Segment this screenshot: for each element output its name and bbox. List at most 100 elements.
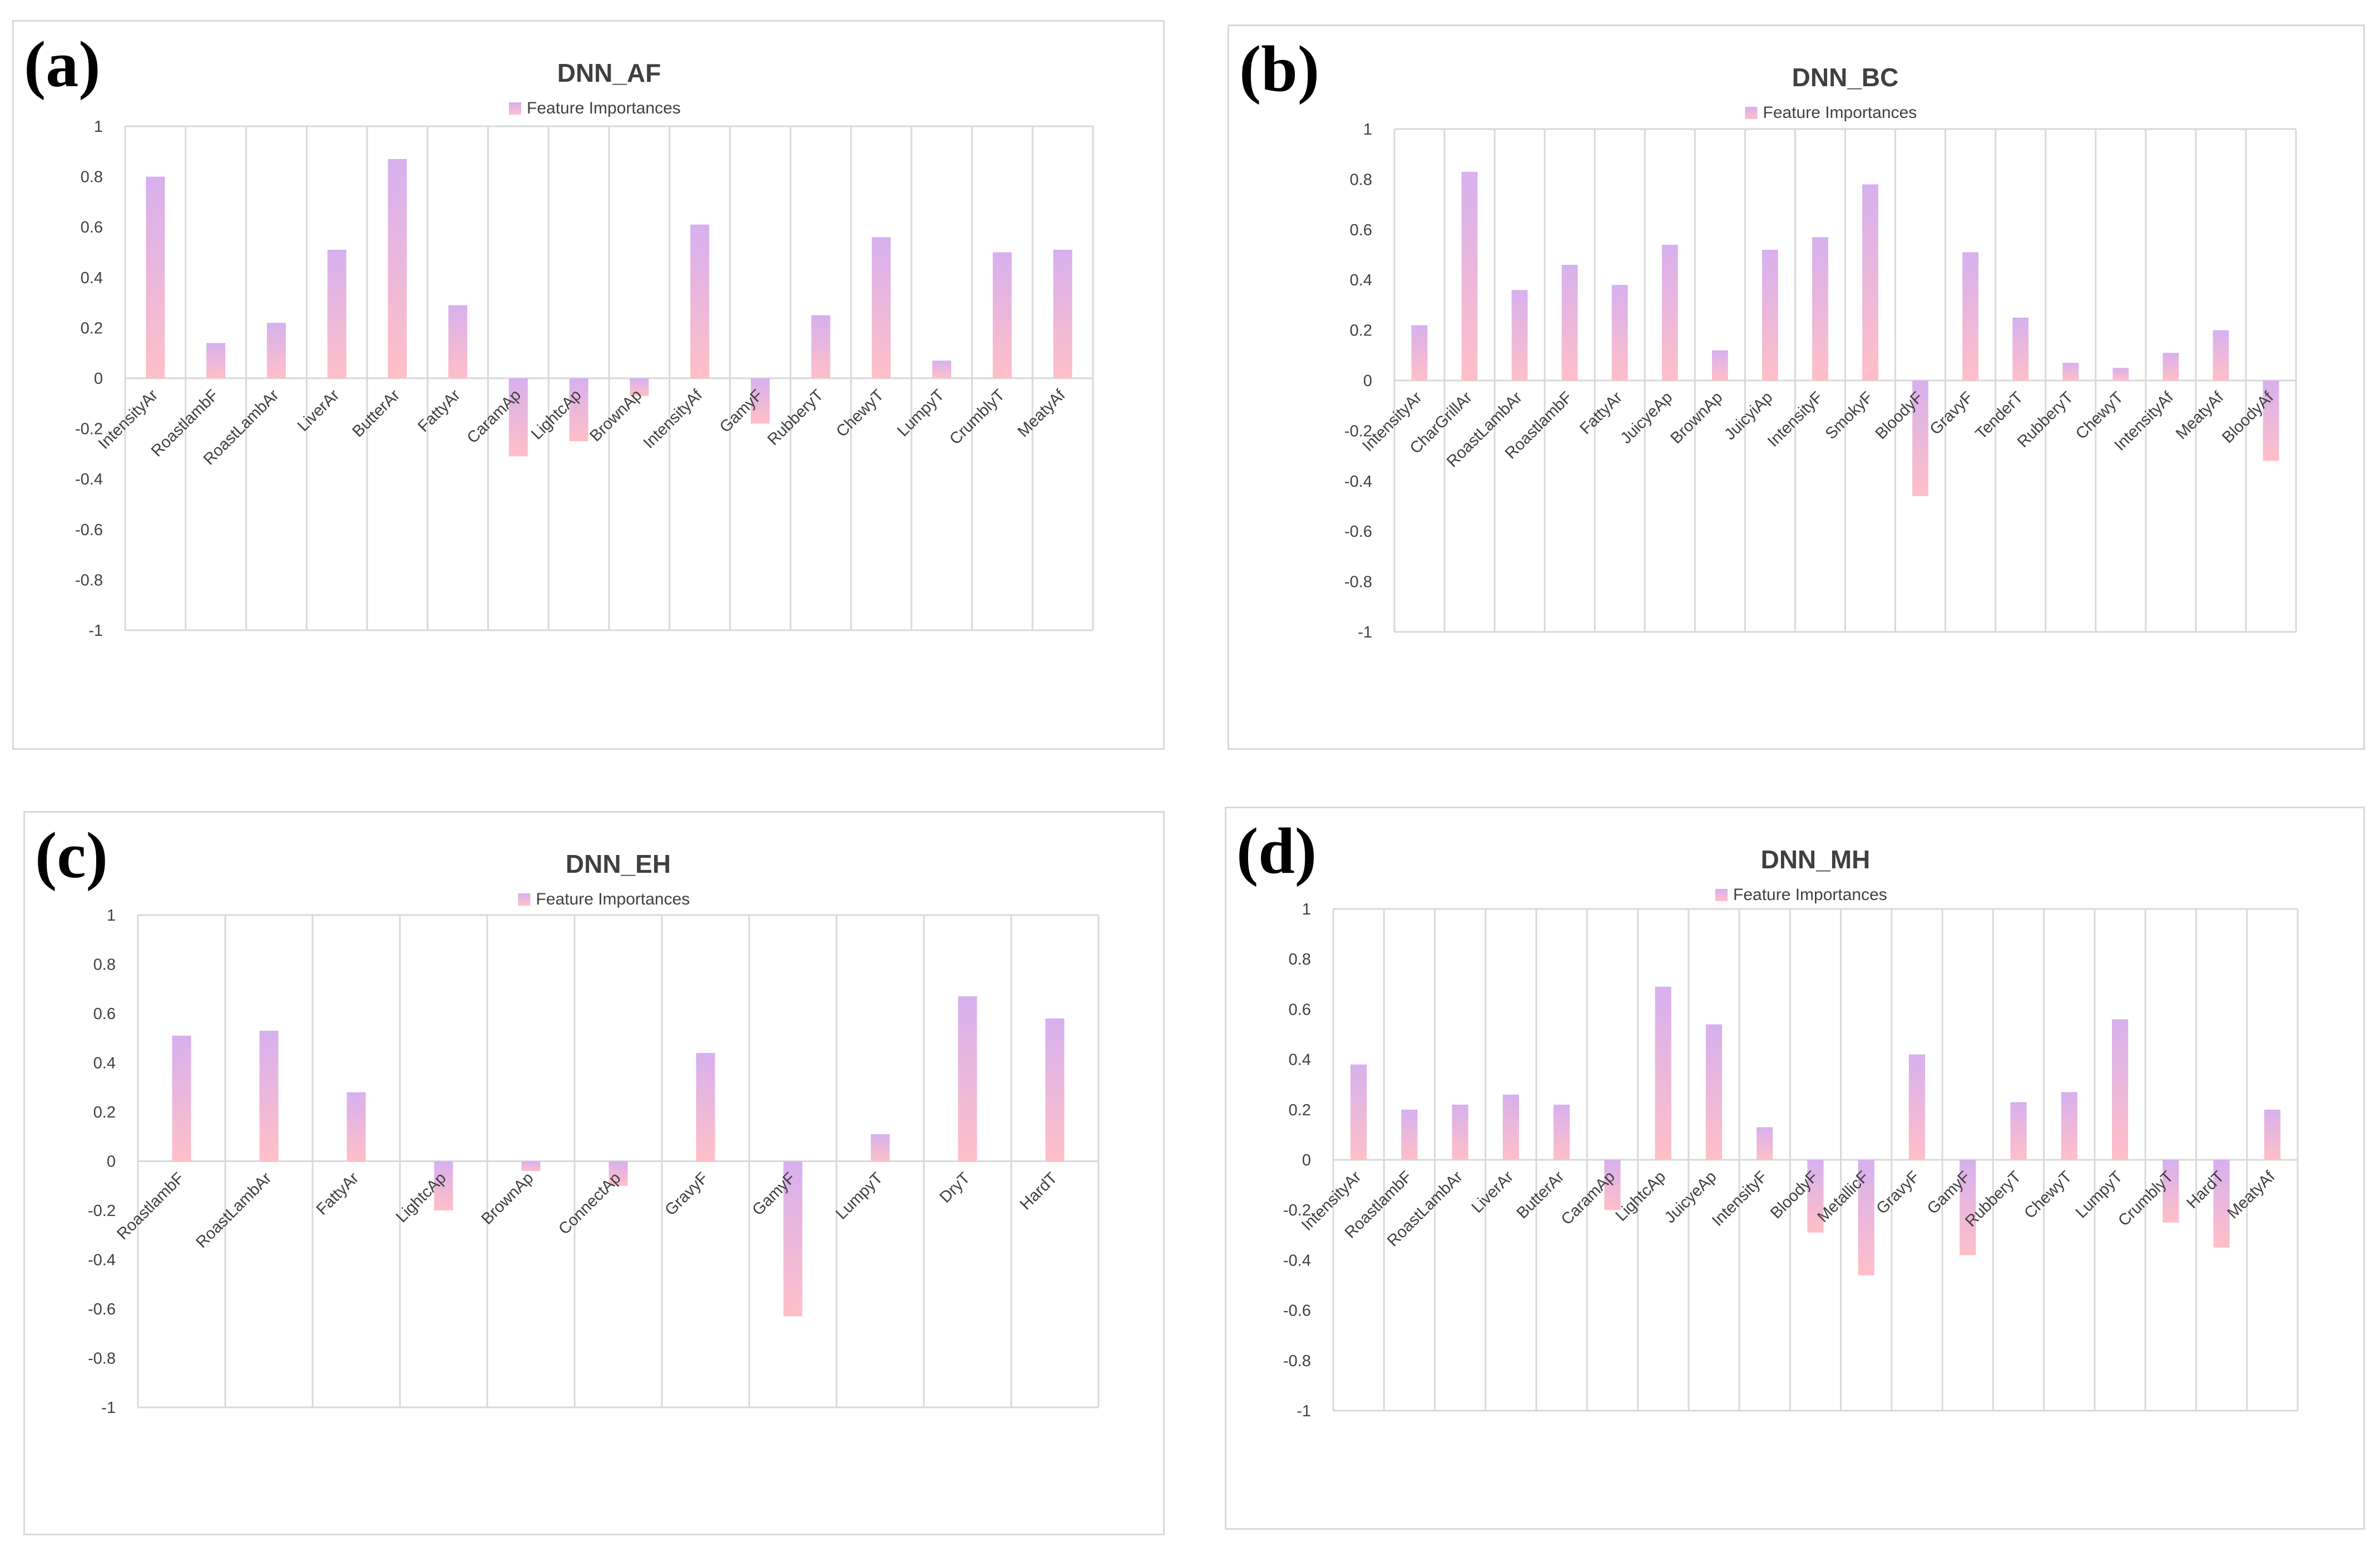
chart-title: DNN_EH [566, 849, 671, 878]
x-category-label: RubberyT [764, 386, 827, 449]
y-tick-label: -0.6 [1344, 523, 1372, 541]
chart-panel-d: (d) DNN_MH Feature Importances 1 0.8 0.6 0.4 0… [1225, 807, 2365, 1530]
legend-swatch [1745, 107, 1758, 119]
y-tick-label: -1 [88, 622, 103, 640]
y-tick-label: 0.2 [1289, 1101, 1311, 1119]
bar-ButterAr [388, 159, 407, 378]
bar-MeatyAf [2264, 1109, 2280, 1160]
bar-GravyF [1908, 1054, 1926, 1160]
x-category-label: HardT [1017, 1169, 1061, 1214]
bar-HardT [1045, 1018, 1065, 1161]
y-tick-label: 0 [94, 370, 103, 388]
y-tick-label: 0.4 [93, 1055, 116, 1072]
x-category-label: BrownAp [1667, 388, 1726, 447]
x-category-label: LiverAr [1468, 1168, 1517, 1217]
legend-label: Feature Importances [1763, 103, 1917, 122]
legend-swatch [509, 102, 521, 115]
bar-BrownAp [630, 378, 649, 396]
y-tick-label: -0.2 [88, 1202, 116, 1220]
bar-MeatyAf [2213, 330, 2229, 380]
bar-JuicyeAp [1705, 1024, 1723, 1160]
legend-label: Feature Importances [536, 890, 690, 908]
y-tick-label: 0.4 [81, 269, 103, 287]
y-tick-label: 0 [1363, 372, 1372, 390]
bar-IntensityAr [146, 176, 165, 378]
y-tick-label: -0.8 [75, 571, 103, 589]
bar-chart-dnn-eh: DNN_EH Feature Importances 1 0.8 0.6 0.4 0.2 0 -… [88, 849, 1100, 1417]
panel-letter-b: (b) [1239, 32, 1320, 105]
chart-panel-a: (a) DNN_AF Feature Importances 1 0.8 0.6 0.4 0… [12, 20, 1165, 750]
bar-GamyF [1960, 1160, 1976, 1256]
bar-CharGrillAr [1461, 171, 1478, 380]
chart-panel-c: (c) DNN_EH Feature Importances 1 0.8 0.6 0.4 0… [23, 811, 1165, 1535]
bar-LightcAp [434, 1161, 453, 1210]
bar-RoastLambAr [259, 1030, 279, 1161]
bar-RoastlambF [172, 1035, 191, 1161]
bar-MeatyAf [1053, 249, 1072, 378]
y-tick-label: -0.6 [1283, 1302, 1311, 1320]
bar-CaramAp [1604, 1160, 1621, 1210]
x-category-label: FattyAr [414, 386, 464, 436]
gridlines [1393, 128, 2297, 633]
y-tick-label: -0.8 [88, 1350, 116, 1368]
x-category-label: GravyF [1927, 388, 1977, 438]
bar-RoastlambF [1401, 1109, 1418, 1160]
bar-JuicyeAp [1661, 244, 1678, 380]
y-tick-label: 0 [107, 1153, 116, 1171]
chart-title: DNN_MH [1761, 845, 1871, 874]
bar-TenderT [2012, 318, 2029, 380]
x-category-label: DryT [936, 1169, 973, 1207]
bar-IntensityAf [2163, 353, 2179, 380]
y-tick-label: -0.2 [75, 421, 103, 438]
bar-ChewyT [2112, 368, 2129, 380]
bar-RubberyT [2010, 1102, 2027, 1160]
bar-LumpyT [2111, 1019, 2129, 1160]
y-tick-label: 0.4 [1289, 1051, 1311, 1069]
x-category-label: FattyAr [313, 1169, 363, 1219]
bars [172, 996, 1065, 1317]
x-category-label: FattyAr [1576, 388, 1626, 438]
bar-chart-dnn-af: DNN_AF Feature Importances 1 0.8 0.6 0.4 0.2 0 -… [75, 58, 1094, 640]
bar-IntensityAr [1411, 325, 1428, 380]
panel-letter-c: (c) [35, 819, 108, 892]
x-axis-labels: RoastlambF RoastLambAr FattyAr LightcAp Brow… [113, 1169, 1061, 1252]
x-category-label: GravyF [1873, 1168, 1923, 1218]
y-tick-label: 0.6 [1289, 1001, 1311, 1019]
bar-ChewyT [872, 237, 891, 378]
bar-JuicyiAp [1762, 249, 1778, 380]
y-tick-label: 0.6 [93, 1005, 116, 1023]
y-tick-label: 1 [1302, 901, 1311, 918]
bar-BloodyF [1912, 380, 1928, 496]
y-tick-label: 1 [1363, 121, 1372, 139]
panel-letter-a: (a) [24, 28, 101, 101]
y-tick-label: -0.4 [1283, 1252, 1311, 1269]
bars [1411, 171, 2279, 496]
chart-legend: Feature Importances [1745, 103, 1917, 122]
bar-ButterAr [1553, 1104, 1570, 1160]
y-tick-label: -0.4 [75, 471, 103, 488]
bar-RoastLambAr [1452, 1104, 1468, 1160]
x-category-label: LumpyT [894, 386, 948, 440]
bar-CrumblyT [992, 252, 1012, 378]
bar-IntensityAr [1350, 1064, 1367, 1160]
gridlines [124, 125, 1094, 631]
x-category-label: SmokyF [1822, 388, 1877, 443]
bar-ChewyT [2061, 1092, 2077, 1160]
bar-chart-dnn-bc: DNN_BC Feature Importances 1 0.8 0.6 0.4 0.2 0 -… [1344, 63, 2297, 641]
bar-MetallicF [1858, 1160, 1874, 1276]
bar-RubberyT [811, 315, 830, 378]
legend-swatch [518, 893, 531, 906]
bar-LightcAp [1655, 986, 1671, 1160]
y-tick-label: 0.4 [1350, 271, 1372, 289]
panel-letter-d: (d) [1236, 814, 1317, 887]
y-tick-label: 0.8 [1289, 951, 1311, 968]
y-tick-label: -0.2 [1283, 1202, 1311, 1219]
bar-GravyF [1962, 252, 1979, 380]
y-tick-label: 1 [107, 907, 116, 925]
bar-GamyF [783, 1161, 803, 1317]
x-category-label: IntensityAr [95, 386, 162, 453]
y-tick-label: -0.4 [88, 1252, 116, 1269]
legend-label: Feature Importances [527, 99, 681, 117]
y-tick-label: 0.2 [81, 319, 103, 337]
